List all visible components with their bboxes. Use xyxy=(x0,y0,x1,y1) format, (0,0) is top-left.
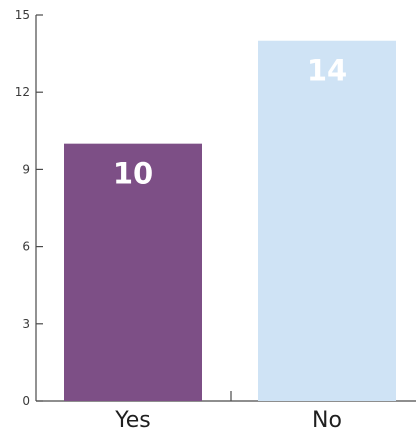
data-label-yes: 10 xyxy=(113,157,153,191)
labels: 0 3 6 9 12 15 Yes No 10 14 xyxy=(15,8,347,433)
bars xyxy=(64,40,396,401)
y-tick-label-12: 12 xyxy=(15,85,30,99)
y-tick-label-6: 6 xyxy=(22,240,30,254)
y-tick-label-15: 15 xyxy=(15,8,30,22)
y-tick-label-0: 0 xyxy=(22,394,30,408)
bar-no xyxy=(258,40,396,401)
y-tick-label-3: 3 xyxy=(22,317,30,331)
x-category-label-no: No xyxy=(312,408,342,433)
bar-yes xyxy=(64,143,202,401)
x-category-label-yes: Yes xyxy=(114,408,151,433)
data-label-no: 14 xyxy=(307,54,347,88)
y-tick-label-9: 9 xyxy=(22,162,30,176)
